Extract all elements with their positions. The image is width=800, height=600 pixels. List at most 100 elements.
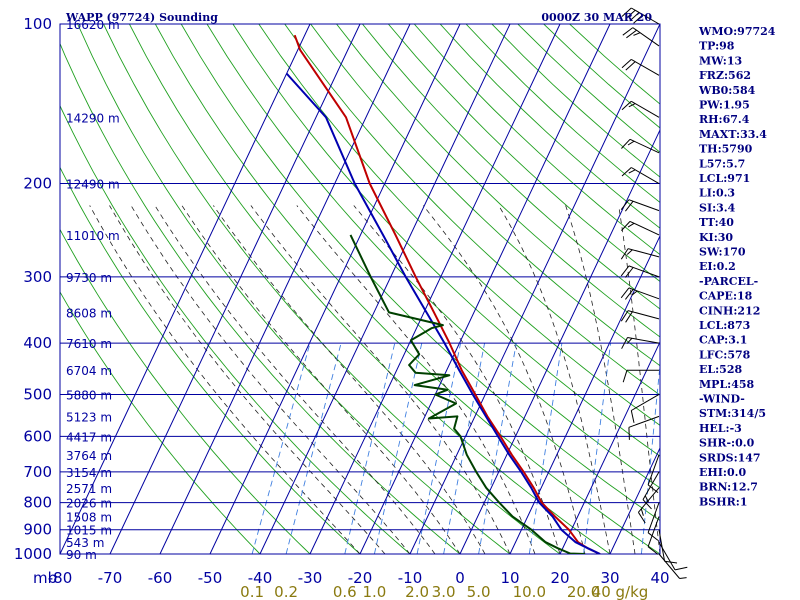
mb-label: mb xyxy=(33,569,57,587)
dry-adiabat-line xyxy=(284,24,660,396)
pressure-tick-label: 600 xyxy=(23,427,52,445)
height-label: 3764 m xyxy=(66,449,112,463)
index-item: TH:5790 xyxy=(699,143,753,156)
dry-adiabat-line xyxy=(336,24,660,338)
wind-barb xyxy=(658,553,687,579)
height-label: 1508 m xyxy=(66,511,112,525)
isotherm-line xyxy=(509,234,660,554)
index-item: LI:0.3 xyxy=(699,187,735,200)
index-item: CAPE:18 xyxy=(699,290,753,303)
temp-tick-label: -30 xyxy=(298,569,323,587)
pressure-labels: 100 200 300 400 500 600 700 800 900 1000 xyxy=(14,15,52,563)
sounding-series xyxy=(285,34,601,554)
index-item: SRDS:147 xyxy=(699,451,761,464)
dry-adiabat-line xyxy=(129,24,611,554)
height-labels: 16620 m 14290 m 12490 m 11010 m 9730 m 8608 m… xyxy=(66,18,120,562)
isotherm-line xyxy=(309,24,561,554)
wind-barb xyxy=(620,265,660,278)
index-item: L57:5.7 xyxy=(699,157,745,170)
pressure-tick-label: 200 xyxy=(23,175,52,193)
height-label: 1015 m xyxy=(66,524,112,538)
dry-adiabat-line xyxy=(569,24,660,105)
index-item: LCL:971 xyxy=(699,172,750,185)
wind-barb xyxy=(658,541,688,571)
series-parcel-line xyxy=(293,34,601,554)
mixing-ratio-label: 5.0 xyxy=(467,583,491,600)
index-item: LFC:578 xyxy=(699,348,751,361)
moist-adiabats xyxy=(89,205,660,554)
temp-tick-label: 20 xyxy=(550,569,569,587)
mixing-ratio-label: 2.0 xyxy=(405,583,429,600)
height-label: 7610 m xyxy=(66,337,112,351)
dry-adiabat-line xyxy=(206,24,660,489)
temp-tick-label: 10 xyxy=(500,569,519,587)
index-item: TT:40 xyxy=(699,216,734,229)
isotherm-line xyxy=(609,446,660,554)
wind-barb xyxy=(622,369,660,383)
temp-tick-label: -50 xyxy=(198,569,223,587)
height-label: 5880 m xyxy=(66,389,112,403)
dry-adiabat-line xyxy=(310,24,660,367)
mixing-ratio-label: 40 g/kg xyxy=(592,583,649,600)
wind-barb xyxy=(621,220,660,236)
temp-tick-label: -80 xyxy=(48,569,73,587)
pressure-tick-label: 300 xyxy=(23,268,52,286)
mixing-ratio-labels: 0.1 0.2 0.6 1.0 2.0 3.0 5.0 10.0 20.040 g/kg xyxy=(240,583,648,600)
wind-barb xyxy=(620,287,660,300)
index-item: SI:3.4 xyxy=(699,201,736,214)
moist-adiabat-line xyxy=(213,205,486,554)
moist-adiabat-line xyxy=(296,205,536,554)
height-label: 543 m xyxy=(66,536,104,550)
index-item: EHI:0.0 xyxy=(699,466,746,479)
wind-barb xyxy=(630,394,660,423)
index-item: WB0:584 xyxy=(698,84,756,97)
pressure-tick-label: 900 xyxy=(23,521,52,539)
index-item: SHR-:0.0 xyxy=(699,437,755,450)
wind-barb xyxy=(621,7,660,25)
dry-adiabat-line xyxy=(154,24,660,554)
series-temperature-line xyxy=(285,72,601,554)
dry-adiabat-line xyxy=(77,24,511,554)
dry-adiabat-line xyxy=(413,24,660,256)
moist-adiabat-line xyxy=(498,205,611,554)
isotherm-line xyxy=(109,24,361,554)
chart-time: 0000Z 30 MAR 20 xyxy=(541,11,652,24)
plot-frame xyxy=(59,23,661,555)
wind-barb xyxy=(621,337,660,349)
dry-adiabat-line xyxy=(387,24,660,282)
height-label: 6704 m xyxy=(66,364,112,378)
wind-barb xyxy=(621,167,660,184)
mixing-ratio-line xyxy=(344,342,396,554)
temp-tick-label: -70 xyxy=(98,569,123,587)
dry-adiabat-line xyxy=(491,24,660,178)
temp-tick-label: 40 xyxy=(650,569,669,587)
mixing-ratio-line xyxy=(285,342,342,554)
height-label: 12490 m xyxy=(66,178,120,192)
wind-barb xyxy=(621,138,660,154)
moist-adiabat-line xyxy=(250,205,511,554)
index-item: BSHR:1 xyxy=(699,495,748,508)
index-item: LCL:873 xyxy=(699,319,750,332)
mixing-ratio-line xyxy=(528,343,563,554)
pressure-tick-label: 500 xyxy=(23,386,52,404)
index-item: HEL:-3 xyxy=(699,422,742,435)
dry-adiabat-line xyxy=(362,24,660,310)
wind-barb xyxy=(621,58,660,76)
isobars xyxy=(59,23,661,555)
chart-title: WAPP (97724) Sounding xyxy=(65,11,218,24)
index-item: TP:98 xyxy=(699,40,735,53)
dry-adiabat-line xyxy=(543,24,660,129)
height-label: 2026 m xyxy=(66,497,112,511)
wind-barb xyxy=(622,27,660,47)
dry-adiabat-line xyxy=(60,104,411,554)
isotherm-line xyxy=(459,128,660,554)
index-item: -PARCEL- xyxy=(699,275,758,288)
height-label: 16620 m xyxy=(66,18,120,32)
index-item: STM:314/5 xyxy=(699,407,766,420)
dry-adiabat-line xyxy=(60,291,261,554)
pressure-tick-label: 700 xyxy=(23,463,52,481)
moist-adiabat-line xyxy=(130,205,411,554)
mixing-ratio-label: 0.6 xyxy=(333,583,357,600)
